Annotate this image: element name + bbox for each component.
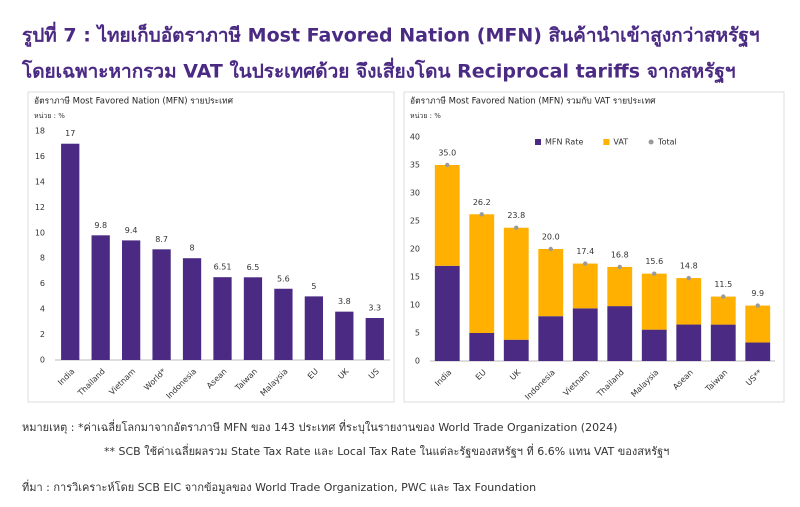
value-label: 6.51 <box>214 263 232 272</box>
y-tick-label: 2 <box>40 330 45 339</box>
legend-marker <box>535 139 541 145</box>
title-line2: โดยเฉพาะหากรวม VAT ในประเทศด้วย จึงเสี่ย… <box>21 58 735 85</box>
value-label: 9.4 <box>125 226 138 235</box>
title-line1: รูปที่ 7 : ไทยเก็บอัตราภาษี Most Favored… <box>22 22 760 49</box>
y-tick-label: 8 <box>40 254 45 263</box>
y-tick-label: 12 <box>35 203 45 212</box>
value-label: 35.0 <box>438 149 456 158</box>
bar <box>274 288 293 360</box>
bar-segment <box>572 308 598 361</box>
value-label: 5 <box>311 282 316 291</box>
bar-segment <box>538 316 564 361</box>
bar-segment <box>641 273 667 330</box>
legend-label: VAT <box>613 138 628 147</box>
note: ** SCB ใช้ค่าเฉลี่ยผลรวม State Tax Rate … <box>104 443 669 458</box>
value-label: 11.5 <box>714 280 732 289</box>
unit-label: หน่วย : % <box>410 112 441 120</box>
value-label: 5.6 <box>277 274 290 283</box>
value-label: 15.6 <box>645 257 663 266</box>
bar <box>213 277 232 360</box>
y-tick-label: 18 <box>35 127 45 136</box>
y-tick-label: 0 <box>40 356 45 365</box>
bar-segment <box>503 227 529 340</box>
y-tick-label: 35 <box>410 161 420 170</box>
total-dot <box>445 162 450 168</box>
bar-segment <box>710 296 736 325</box>
total-dot <box>721 294 726 299</box>
y-tick-label: 5 <box>415 329 420 338</box>
bar-segment <box>572 263 598 309</box>
value-label: 6.5 <box>247 263 260 272</box>
legend-label: MFN Rate <box>545 138 583 147</box>
y-tick-label: 16 <box>35 152 45 161</box>
total-dot <box>548 246 553 252</box>
note: หมายเหตุ : *ค่าเฉลี่ยโลกมาจากอัตราภาษี M… <box>22 419 617 434</box>
bar-segment <box>607 306 633 361</box>
y-tick-label: 40 <box>410 133 420 142</box>
source: ที่มา : การวิเคราะห์โดย SCB EIC จากข้อมู… <box>22 479 536 494</box>
bar <box>122 240 141 360</box>
bar <box>365 318 384 360</box>
value-label: 9.8 <box>94 221 107 230</box>
panel-title: อัตราภาษี Most Favored Nation (MFN) รายป… <box>34 96 234 107</box>
bar-segment <box>434 265 460 361</box>
bar-segment <box>607 266 633 307</box>
total-dot <box>479 212 484 217</box>
bar <box>152 249 171 360</box>
legend-marker <box>648 139 654 145</box>
panel-title: อัตราภาษี Most Favored Nation (MFN) รวมก… <box>410 96 656 107</box>
bar <box>91 235 110 360</box>
bar-segment <box>710 324 736 361</box>
bar-segment <box>676 324 702 361</box>
total-dot <box>583 261 588 266</box>
y-tick-label: 20 <box>410 245 420 254</box>
total-dot <box>755 303 760 308</box>
value-label: 8 <box>189 244 194 253</box>
value-label: 14.8 <box>680 262 698 271</box>
value-label: 3.3 <box>368 304 381 313</box>
value-label: 20.0 <box>542 233 560 242</box>
bar <box>304 296 323 360</box>
unit-label: หน่วย : % <box>34 112 65 120</box>
value-label: 9.9 <box>751 289 764 298</box>
total-dot <box>617 264 622 270</box>
bar-segment <box>503 339 529 361</box>
value-label: 8.7 <box>155 235 168 244</box>
total-dot <box>514 225 519 230</box>
y-tick-label: 10 <box>35 228 45 237</box>
total-dot <box>686 275 691 281</box>
legend-marker <box>603 139 610 145</box>
value-label: 17 <box>65 129 75 138</box>
y-tick-label: 14 <box>35 177 45 186</box>
bar-segment <box>676 278 702 325</box>
bar <box>243 277 263 360</box>
value-label: 16.8 <box>611 250 629 259</box>
value-label: 26.2 <box>473 198 491 207</box>
y-tick-label: 10 <box>410 301 420 310</box>
y-tick-label: 0 <box>415 357 420 366</box>
value-label: 23.8 <box>507 211 525 220</box>
bar-segment <box>641 329 667 361</box>
panel-1 <box>27 91 395 403</box>
bar-segment <box>434 165 460 266</box>
legend-label: Total <box>657 138 677 147</box>
bar-segment <box>469 333 495 361</box>
bar <box>61 143 80 360</box>
y-tick-label: 15 <box>410 273 420 282</box>
y-tick-label: 30 <box>410 189 420 198</box>
y-tick-label: 6 <box>40 279 45 288</box>
value-label: 3.8 <box>338 297 351 306</box>
value-label: 17.4 <box>576 247 594 256</box>
bar-segment <box>745 305 771 343</box>
bar-segment <box>745 342 771 361</box>
y-tick-label: 4 <box>40 305 45 314</box>
total-dot <box>652 271 657 276</box>
bar <box>335 311 354 360</box>
y-tick-label: 25 <box>410 217 420 226</box>
bar-segment <box>538 249 564 317</box>
bar-segment <box>469 214 495 333</box>
bar <box>182 258 202 360</box>
